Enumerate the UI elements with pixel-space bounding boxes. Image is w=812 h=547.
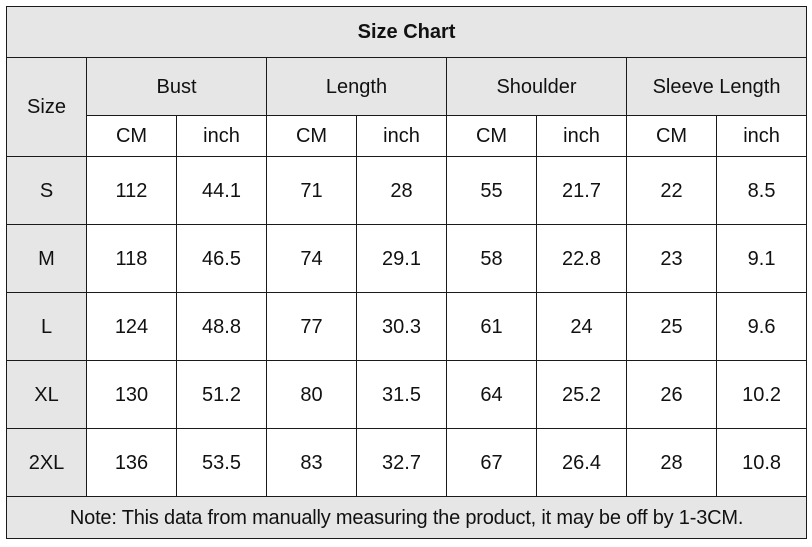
table-cell: 21.7 (536, 156, 627, 225)
table-cell: 32.7 (356, 428, 447, 497)
table-cell: 64 (446, 360, 537, 429)
table-cell: 9.6 (715, 292, 808, 361)
unit-header-row: CM inch CM inch CM inch CM inch (7, 115, 808, 157)
group-header-length: Length (266, 57, 447, 116)
table-cell: 10.2 (715, 360, 808, 429)
table-cell: 10.8 (715, 428, 808, 497)
table-cell: 24 (536, 292, 627, 361)
table-cell: 112 (86, 156, 177, 225)
unit-header: inch (715, 115, 808, 157)
table-cell: 124 (86, 292, 177, 361)
title-row: Size Chart (5, 6, 808, 58)
table-cell: 55 (446, 156, 537, 225)
size-label: XL (6, 360, 87, 429)
group-header-sleeve-length: Sleeve Length (625, 57, 808, 116)
table-cell: 44.1 (176, 156, 267, 225)
unit-header: CM (626, 115, 717, 157)
table-cell: 83 (266, 428, 357, 497)
table-cell: 46.5 (176, 224, 267, 293)
table-cell: 25 (626, 292, 717, 361)
table-cell: 8.5 (715, 156, 808, 225)
unit-header: CM (86, 115, 177, 157)
table-row: S 112 44.1 71 28 55 21.7 22 8.5 (6, 156, 808, 225)
table-cell: 22.8 (536, 224, 627, 293)
group-header-shoulder: Shoulder (446, 57, 627, 116)
table-cell: 22 (626, 156, 717, 225)
table-cell: 30.3 (356, 292, 447, 361)
table-cell: 53.5 (176, 428, 267, 497)
table-cell: 74 (266, 224, 357, 293)
size-label: M (6, 224, 87, 293)
table-cell: 26.4 (536, 428, 627, 497)
table-cell: 130 (86, 360, 177, 429)
table-cell: 80 (266, 360, 357, 429)
table-cell: 58 (446, 224, 537, 293)
unit-header: CM (266, 115, 357, 157)
table-row: XL 130 51.2 80 31.5 64 25.2 26 10.2 (6, 360, 808, 429)
table-row: L 124 48.8 77 30.3 61 24 25 9.6 (6, 292, 808, 361)
table-cell: 61 (446, 292, 537, 361)
unit-header: inch (356, 115, 447, 157)
group-header-row: Size Bust Length Shoulder Sleeve Length (6, 57, 808, 157)
table-cell: 9.1 (715, 224, 808, 293)
size-label: L (6, 292, 87, 361)
table-cell: 31.5 (356, 360, 447, 429)
table-cell: 67 (446, 428, 537, 497)
table-row: M 118 46.5 74 29.1 58 22.8 23 9.1 (6, 224, 808, 293)
note-row: Note: This data from manually measuring … (5, 496, 808, 539)
table-cell: 28 (356, 156, 447, 225)
unit-header: CM (446, 115, 537, 157)
size-label: S (6, 156, 87, 225)
table-row: 2XL 136 53.5 83 32.7 67 26.4 28 10.8 (6, 428, 808, 497)
table-cell: 77 (266, 292, 357, 361)
group-header-bust: Bust (86, 57, 267, 116)
table-cell: 29.1 (356, 224, 447, 293)
table-cell: 51.2 (176, 360, 267, 429)
table-cell: 71 (266, 156, 357, 225)
table-cell: 136 (86, 428, 177, 497)
table-cell: 26 (626, 360, 717, 429)
size-chart-table: Size Chart Size Bust Length Shoulder Sle… (5, 6, 808, 539)
unit-header: inch (536, 115, 627, 157)
unit-header: inch (176, 115, 267, 157)
table-cell: 28 (626, 428, 717, 497)
table-title: Size Chart (5, 6, 808, 58)
table-cell: 118 (86, 224, 177, 293)
size-label: 2XL (6, 428, 87, 497)
size-header: Size (6, 57, 87, 157)
table-cell: 48.8 (176, 292, 267, 361)
table-cell: 23 (626, 224, 717, 293)
footnote: Note: This data from manually measuring … (5, 496, 808, 539)
table-cell: 25.2 (536, 360, 627, 429)
